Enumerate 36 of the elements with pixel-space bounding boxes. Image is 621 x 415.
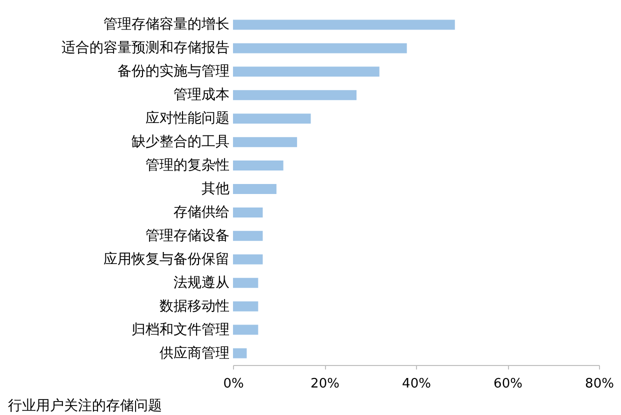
y-tick-label: 管理的复杂性 <box>146 158 230 174</box>
y-tick-label: 应对性能问题 <box>146 110 230 127</box>
x-tick-label: 20% <box>310 376 340 392</box>
bar <box>233 230 263 241</box>
text: 行业用户关注的存储问题 <box>8 398 162 414</box>
bar <box>233 254 263 264</box>
bar <box>233 348 247 358</box>
y-tick-label: 管理存储设备 <box>146 228 230 244</box>
bar <box>233 66 380 77</box>
bar <box>233 301 258 312</box>
bar <box>233 160 284 171</box>
y-tick-label: 管理存储容量的增长 <box>104 16 230 33</box>
x-tick-label: 0% <box>223 376 244 392</box>
x-tick-label: 40% <box>402 376 431 392</box>
bar <box>233 184 276 194</box>
y-tick-label: 归档和文件管理 <box>132 322 230 338</box>
y-tick-label: 法规遵从 <box>174 274 230 291</box>
y-tick-label: 应用恢复与备份保留 <box>104 251 230 268</box>
x-tick-label: 60% <box>494 376 522 392</box>
y-tick-label: 适合的容量预测和存储报告 <box>62 40 230 56</box>
y-tick-label: 管理成本 <box>174 87 230 104</box>
y-tick-label: 缺少整合的工具 <box>132 134 230 150</box>
x-tick-label: 80% <box>585 376 614 392</box>
bar <box>233 114 311 124</box>
bar <box>233 207 263 218</box>
y-tick-label: 数据移动性 <box>160 298 230 314</box>
bar <box>233 90 357 100</box>
bar <box>233 137 298 148</box>
y-tick-label: 存储供给 <box>174 204 230 220</box>
bar <box>233 324 258 335</box>
bar <box>233 43 407 54</box>
bar <box>233 278 258 288</box>
bar <box>233 20 455 30</box>
y-tick-label: 备份的实施与管理 <box>118 64 230 80</box>
y-tick-label: 其他 <box>202 181 230 197</box>
y-tick-label: 供应商管理 <box>160 345 230 362</box>
